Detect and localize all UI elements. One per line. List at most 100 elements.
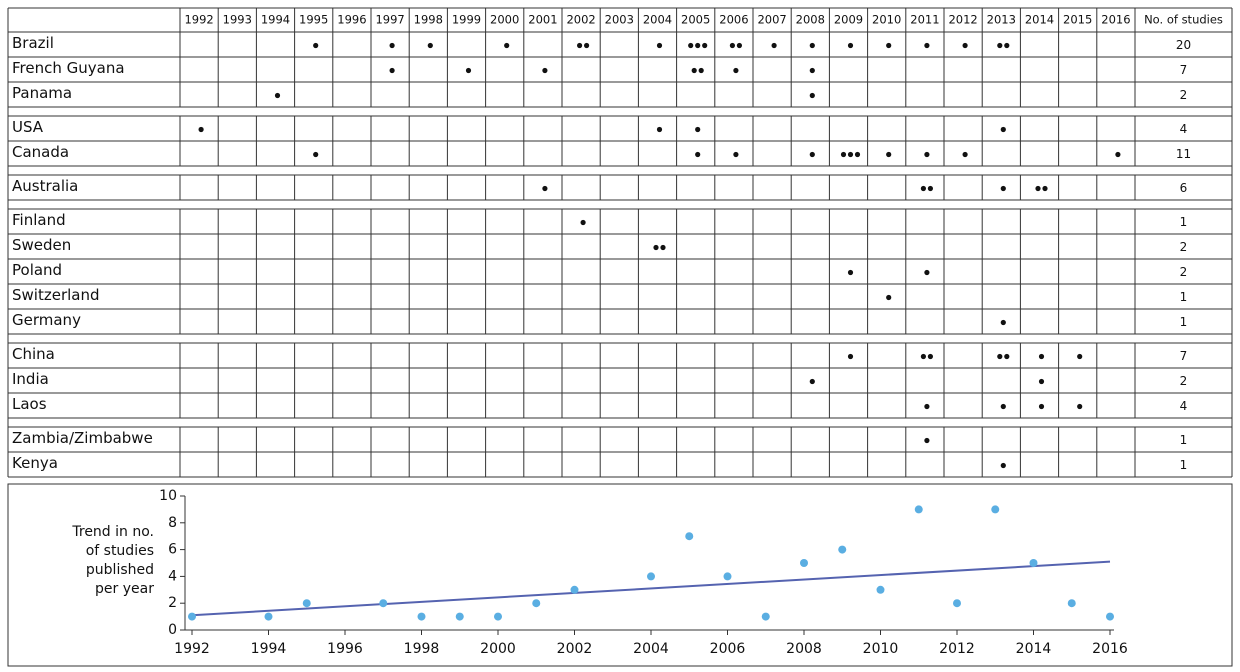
study-dot xyxy=(927,353,934,360)
total: 2 xyxy=(1180,374,1188,388)
study-dot xyxy=(924,437,930,444)
total: 2 xyxy=(1180,265,1188,279)
year-header: 1992 xyxy=(184,13,213,27)
year-header: 2004 xyxy=(643,13,672,27)
study-dot xyxy=(584,42,590,49)
y-axis-label: published xyxy=(86,562,154,578)
study-dot xyxy=(920,185,927,192)
study-dot xyxy=(771,42,777,49)
study-dot xyxy=(1077,403,1083,410)
total: 1 xyxy=(1180,458,1188,472)
year-header: 2007 xyxy=(757,13,786,27)
point xyxy=(953,599,961,608)
year-header: 2002 xyxy=(566,13,595,27)
study-dot xyxy=(733,151,739,158)
y-tick-label: 4 xyxy=(168,568,177,584)
total: 7 xyxy=(1180,349,1188,363)
country: China xyxy=(12,345,55,363)
y-axis-label: per year xyxy=(95,581,154,597)
study-dot xyxy=(962,42,968,49)
study-dot xyxy=(695,42,701,49)
study-dot xyxy=(660,244,666,251)
year-header: 1998 xyxy=(414,13,443,27)
study-dot xyxy=(695,151,701,158)
year-header: 1995 xyxy=(299,13,328,27)
y-axis-label: of studies xyxy=(86,543,154,559)
y-tick-label: 0 xyxy=(168,622,177,638)
point xyxy=(1067,599,1076,608)
year-header: 2014 xyxy=(1025,13,1054,27)
x-tick-label: 1994 xyxy=(251,641,287,657)
study-dot xyxy=(698,67,704,74)
x-tick-label: 1996 xyxy=(327,641,363,657)
study-dot xyxy=(653,244,659,251)
country: Laos xyxy=(12,395,47,413)
x-tick-label: 2000 xyxy=(480,641,516,657)
study-dot xyxy=(1000,185,1006,192)
country: Switzerland xyxy=(12,286,100,304)
year-header: 1996 xyxy=(337,13,366,27)
country: Panama xyxy=(12,84,72,102)
study-dot xyxy=(924,269,930,276)
x-tick-label: 2012 xyxy=(939,641,975,657)
y-tick-label: 10 xyxy=(159,488,177,504)
study-dot xyxy=(389,67,395,74)
study-dot xyxy=(924,403,930,410)
point xyxy=(723,572,732,581)
study-dot xyxy=(997,42,1003,49)
study-dot xyxy=(580,219,586,226)
study-dot xyxy=(840,151,847,158)
study-dot xyxy=(1000,126,1006,133)
study-dot xyxy=(656,126,663,133)
point xyxy=(379,599,388,608)
study-dot xyxy=(465,67,472,74)
study-dot xyxy=(1000,403,1006,410)
study-dot xyxy=(1038,403,1045,410)
x-tick-label: 1992 xyxy=(174,641,210,657)
total-header: No. of studies xyxy=(1144,13,1223,27)
study-dot xyxy=(924,151,930,158)
point xyxy=(532,599,541,608)
total: 1 xyxy=(1180,290,1188,304)
study-dot xyxy=(809,378,815,385)
country: Finland xyxy=(12,211,66,229)
study-dot xyxy=(886,294,892,301)
study-dot xyxy=(695,126,701,133)
x-tick-label: 2008 xyxy=(786,641,822,657)
year-header: 2013 xyxy=(987,13,1016,27)
study-dot xyxy=(997,353,1003,360)
study-dot xyxy=(1004,353,1010,360)
study-dot xyxy=(736,42,743,49)
total: 1 xyxy=(1180,315,1188,329)
year-header: 2012 xyxy=(948,13,977,27)
total: 2 xyxy=(1180,88,1188,102)
total: 20 xyxy=(1176,38,1191,52)
study-dot xyxy=(504,42,510,49)
year-header: 2009 xyxy=(834,13,863,27)
point xyxy=(838,545,847,554)
study-dot xyxy=(809,92,815,99)
study-dot xyxy=(313,151,319,158)
point xyxy=(455,612,464,621)
country: Brazil xyxy=(12,34,54,52)
year-header: 2000 xyxy=(490,13,519,27)
country: Germany xyxy=(12,311,81,329)
year-header: 2016 xyxy=(1101,13,1130,27)
country: French Guyana xyxy=(12,59,125,77)
point xyxy=(417,612,426,621)
total: 1 xyxy=(1180,433,1188,447)
study-dot xyxy=(688,42,694,49)
trend-line xyxy=(191,560,1111,617)
country: Sweden xyxy=(12,236,71,254)
y-tick-label: 8 xyxy=(168,515,177,531)
country: Poland xyxy=(12,261,62,279)
point xyxy=(302,599,311,608)
study-dot xyxy=(920,353,927,360)
study-dot xyxy=(962,151,968,158)
total: 4 xyxy=(1180,122,1188,136)
x-tick-label: 1998 xyxy=(404,641,440,657)
study-dot xyxy=(656,42,663,49)
point xyxy=(264,612,273,621)
total: 6 xyxy=(1180,181,1188,195)
study-dot xyxy=(1038,378,1045,385)
